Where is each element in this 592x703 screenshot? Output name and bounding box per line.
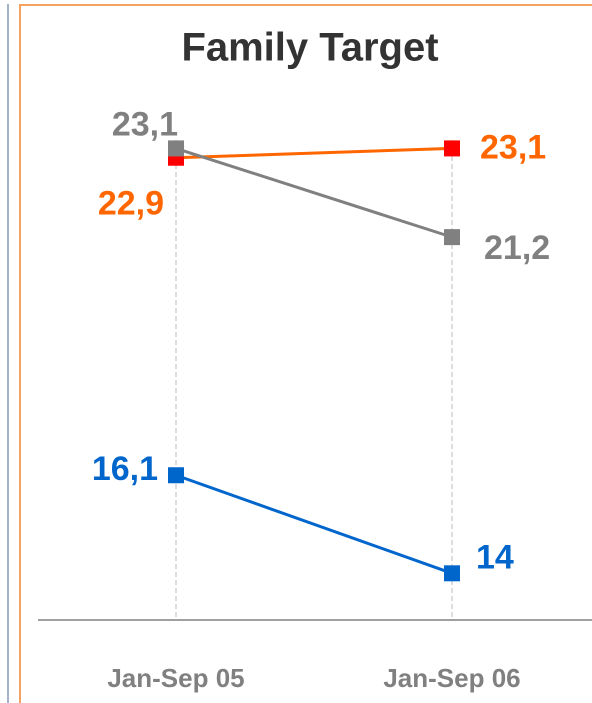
marker: [444, 229, 460, 246]
marker: [444, 140, 460, 157]
data-label: 21,2: [484, 229, 550, 267]
x-tick-label: Jan-Sep 05: [107, 663, 244, 693]
data-label: 16,1: [92, 450, 158, 488]
marker: [168, 140, 184, 157]
chart-title: Family Target: [181, 26, 438, 70]
marker: [444, 565, 460, 582]
x-tick-label: Jan-Sep 06: [383, 663, 520, 693]
series-line: [175, 473, 453, 575]
data-label: 22,9: [98, 185, 164, 223]
series-line: [175, 146, 453, 239]
series-line: [175, 146, 453, 160]
data-label: 23,1: [480, 128, 546, 166]
data-label: 14: [476, 538, 514, 576]
data-label: 23,1: [112, 105, 178, 143]
frame: [19, 4, 592, 703]
marker: [168, 467, 184, 484]
